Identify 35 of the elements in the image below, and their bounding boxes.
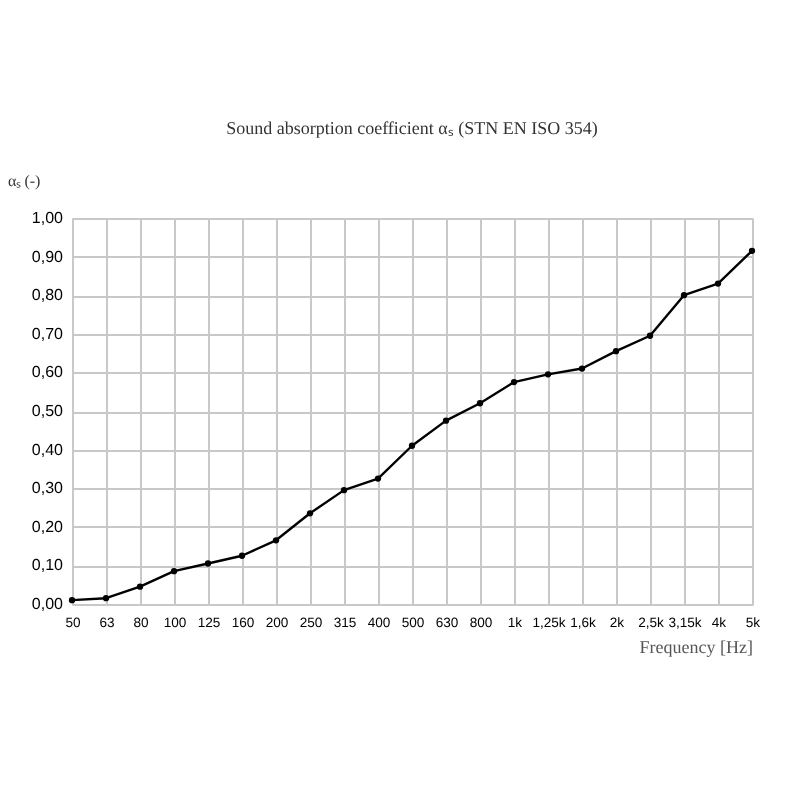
y-tick-label: 0,80	[31, 286, 65, 305]
point	[578, 365, 586, 372]
y-tick-label: 0,40	[31, 440, 65, 459]
point	[68, 596, 76, 604]
point	[204, 560, 212, 567]
y-tick-label: 0,60	[31, 363, 65, 382]
point	[646, 332, 654, 339]
point	[680, 292, 688, 299]
x-axis-title: Frequency [Hz]	[639, 636, 753, 657]
point	[272, 537, 280, 544]
point	[136, 583, 144, 590]
point	[714, 280, 722, 287]
y-tick-label: 0,70	[31, 324, 65, 343]
y-tick-label: 0,30	[31, 479, 65, 498]
point	[612, 348, 620, 355]
point	[170, 568, 178, 575]
point	[374, 475, 382, 482]
y-tick-label: 0,10	[31, 556, 65, 575]
point	[408, 442, 416, 449]
point	[102, 595, 110, 602]
point	[442, 417, 450, 424]
point	[340, 486, 348, 494]
y-tick-label: 1,00	[31, 209, 65, 227]
point	[544, 371, 552, 378]
point	[748, 247, 756, 254]
y-tick-label: 0,90	[31, 247, 65, 266]
y-tick-label: 0,50	[31, 402, 65, 420]
point	[510, 378, 518, 386]
y-axis-title: αₛ (-)	[8, 172, 42, 190]
y-tick-label: 0,20	[31, 517, 65, 536]
point	[476, 400, 484, 407]
chart-title: Sound absorption coefficient αₛ (STN EN ISO 354)	[226, 118, 598, 138]
y-tick-label: 0,00	[31, 595, 65, 613]
point	[306, 510, 314, 517]
point	[238, 552, 246, 559]
